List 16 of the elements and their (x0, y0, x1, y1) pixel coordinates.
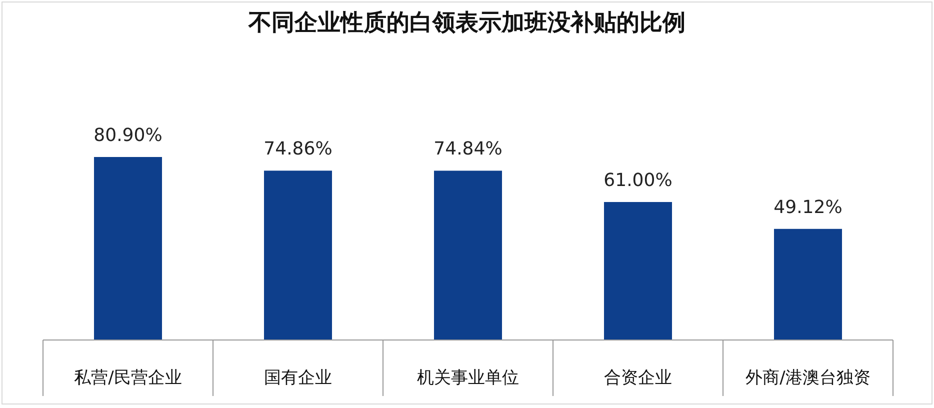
bar (264, 170, 332, 340)
data-label: 49.12% (774, 196, 842, 218)
data-label: 74.86% (264, 138, 332, 160)
x-tick-label: 合资企业 (604, 368, 672, 388)
x-tick-label: 外商/港澳台独资 (746, 368, 870, 388)
x-tick-label: 机关事业单位 (417, 368, 519, 388)
x-tick-label: 国有企业 (264, 368, 332, 388)
data-label: 74.84% (434, 138, 502, 160)
data-label: 61.00% (604, 170, 672, 192)
chart-title: 不同企业性质的白领表示加班没补贴的比例 (248, 10, 686, 36)
bar (434, 170, 502, 340)
data-label: 80.90% (94, 125, 162, 146)
bar (94, 157, 162, 340)
x-tick-label: 私营/民营企业 (74, 368, 182, 388)
bar (774, 228, 842, 340)
bar (604, 202, 672, 340)
